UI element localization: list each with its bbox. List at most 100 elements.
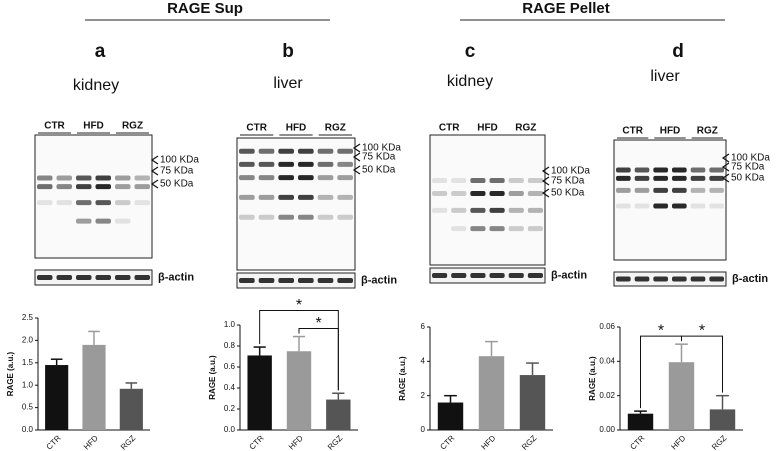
- bar: [627, 413, 654, 430]
- blot-band: [258, 148, 275, 154]
- blot-band: [258, 194, 275, 200]
- blot-band: [337, 194, 353, 200]
- blot: [236, 137, 356, 271]
- actin-band: [709, 276, 724, 282]
- blot-band: [115, 200, 131, 206]
- blot-band: [690, 187, 706, 193]
- lane-label: CTR: [44, 121, 65, 132]
- blot-band: [709, 203, 724, 209]
- blot-band: [56, 184, 72, 190]
- blot-band: [134, 200, 150, 206]
- actin-band: [489, 273, 505, 278]
- marker-label: 100 KDa: [551, 166, 590, 177]
- blot-band: [527, 226, 543, 232]
- bar: [709, 409, 736, 430]
- blot-band: [298, 161, 314, 167]
- y-tick-label: 0.00: [599, 425, 615, 434]
- x-tick-label: CTR: [628, 433, 646, 451]
- actin-band: [470, 273, 486, 278]
- blot-band: [470, 207, 486, 213]
- bar: [82, 344, 106, 430]
- blot-band: [690, 175, 706, 181]
- marker-label: 75 KDa: [551, 176, 585, 187]
- marker-arrow: [721, 162, 730, 172]
- blot-band: [508, 207, 524, 213]
- marker-arrow: [541, 188, 550, 198]
- blot-band: [709, 187, 724, 193]
- x-tick-label: RGZ: [326, 433, 344, 451]
- actin-band: [239, 278, 255, 283]
- y-axis-label: RAGE (a.u.): [6, 351, 15, 396]
- blot-band: [37, 184, 53, 190]
- y-tick-label: 1.5: [22, 358, 34, 367]
- blot-band: [56, 175, 72, 181]
- blot-band: [470, 226, 486, 232]
- blot-band: [278, 175, 294, 181]
- y-tick-label: 1.0: [22, 380, 34, 389]
- y-tick-label: 0.2: [224, 404, 236, 413]
- blot-band: [76, 184, 92, 190]
- blot-band: [76, 218, 92, 224]
- tissue-label: kidney: [447, 73, 493, 90]
- marker-label: 100 KDa: [362, 143, 401, 154]
- marker-arrow: [721, 173, 730, 183]
- x-tick-label: RGZ: [520, 433, 538, 451]
- blot-band: [56, 200, 72, 206]
- lane-label: HFD: [477, 123, 498, 134]
- marker-label: 100 KDa: [160, 155, 199, 166]
- blot-band: [278, 194, 294, 200]
- lane-label: RGZ: [122, 121, 143, 132]
- marker-label: 50 KDa: [160, 179, 194, 190]
- actin-band: [690, 276, 706, 282]
- blot-band: [134, 175, 150, 181]
- blot-band: [616, 203, 631, 209]
- y-tick-label: 0.02: [599, 391, 615, 400]
- marker-arrow: [352, 152, 361, 162]
- bar: [437, 402, 464, 430]
- y-tick-label: 2: [421, 391, 426, 400]
- significance-label: *: [699, 322, 705, 339]
- tissue-label: liver: [650, 68, 680, 85]
- blot-band: [653, 187, 668, 193]
- blot-band: [489, 226, 505, 232]
- actin-blot: [429, 267, 546, 284]
- lane-label: CTR: [622, 126, 643, 137]
- actin-band: [95, 275, 111, 280]
- blot-band: [298, 194, 314, 200]
- blot-band: [37, 175, 53, 181]
- blot-band: [239, 161, 255, 167]
- x-tick-label: HFD: [82, 433, 100, 451]
- bar: [478, 356, 505, 430]
- marker-arrow: [721, 153, 730, 163]
- blot-band: [278, 148, 294, 154]
- actin-band: [298, 278, 314, 283]
- blot-band: [95, 184, 111, 190]
- marker-arrow: [541, 166, 550, 176]
- bar: [519, 375, 546, 430]
- y-tick-label: 0.0: [22, 425, 34, 434]
- section-title: RAGE Pellet: [522, 0, 610, 17]
- blot-band: [489, 178, 505, 183]
- y-tick-label: 6: [421, 322, 426, 331]
- blot-band: [317, 214, 334, 220]
- x-tick-label: CTR: [45, 433, 63, 451]
- blot-band: [653, 175, 668, 181]
- blot-band: [508, 226, 524, 232]
- blot-band: [337, 175, 353, 181]
- actin-band: [278, 278, 294, 283]
- blot-band: [239, 148, 255, 154]
- blot-band: [298, 214, 314, 220]
- panel-letter: b: [282, 41, 294, 62]
- marker-arrow: [150, 166, 159, 176]
- lane-label: HFD: [286, 123, 307, 134]
- blot-band: [317, 175, 334, 181]
- blot-band: [690, 167, 706, 173]
- marker-arrow: [352, 165, 361, 175]
- blot-band: [634, 187, 650, 193]
- marker-label: 100 KDa: [731, 153, 770, 164]
- actin-band: [337, 278, 353, 283]
- bar: [668, 362, 695, 430]
- marker-label: 75 KDa: [731, 162, 765, 173]
- y-tick-label: 0.6: [224, 362, 236, 371]
- lane-label: CTR: [439, 123, 460, 134]
